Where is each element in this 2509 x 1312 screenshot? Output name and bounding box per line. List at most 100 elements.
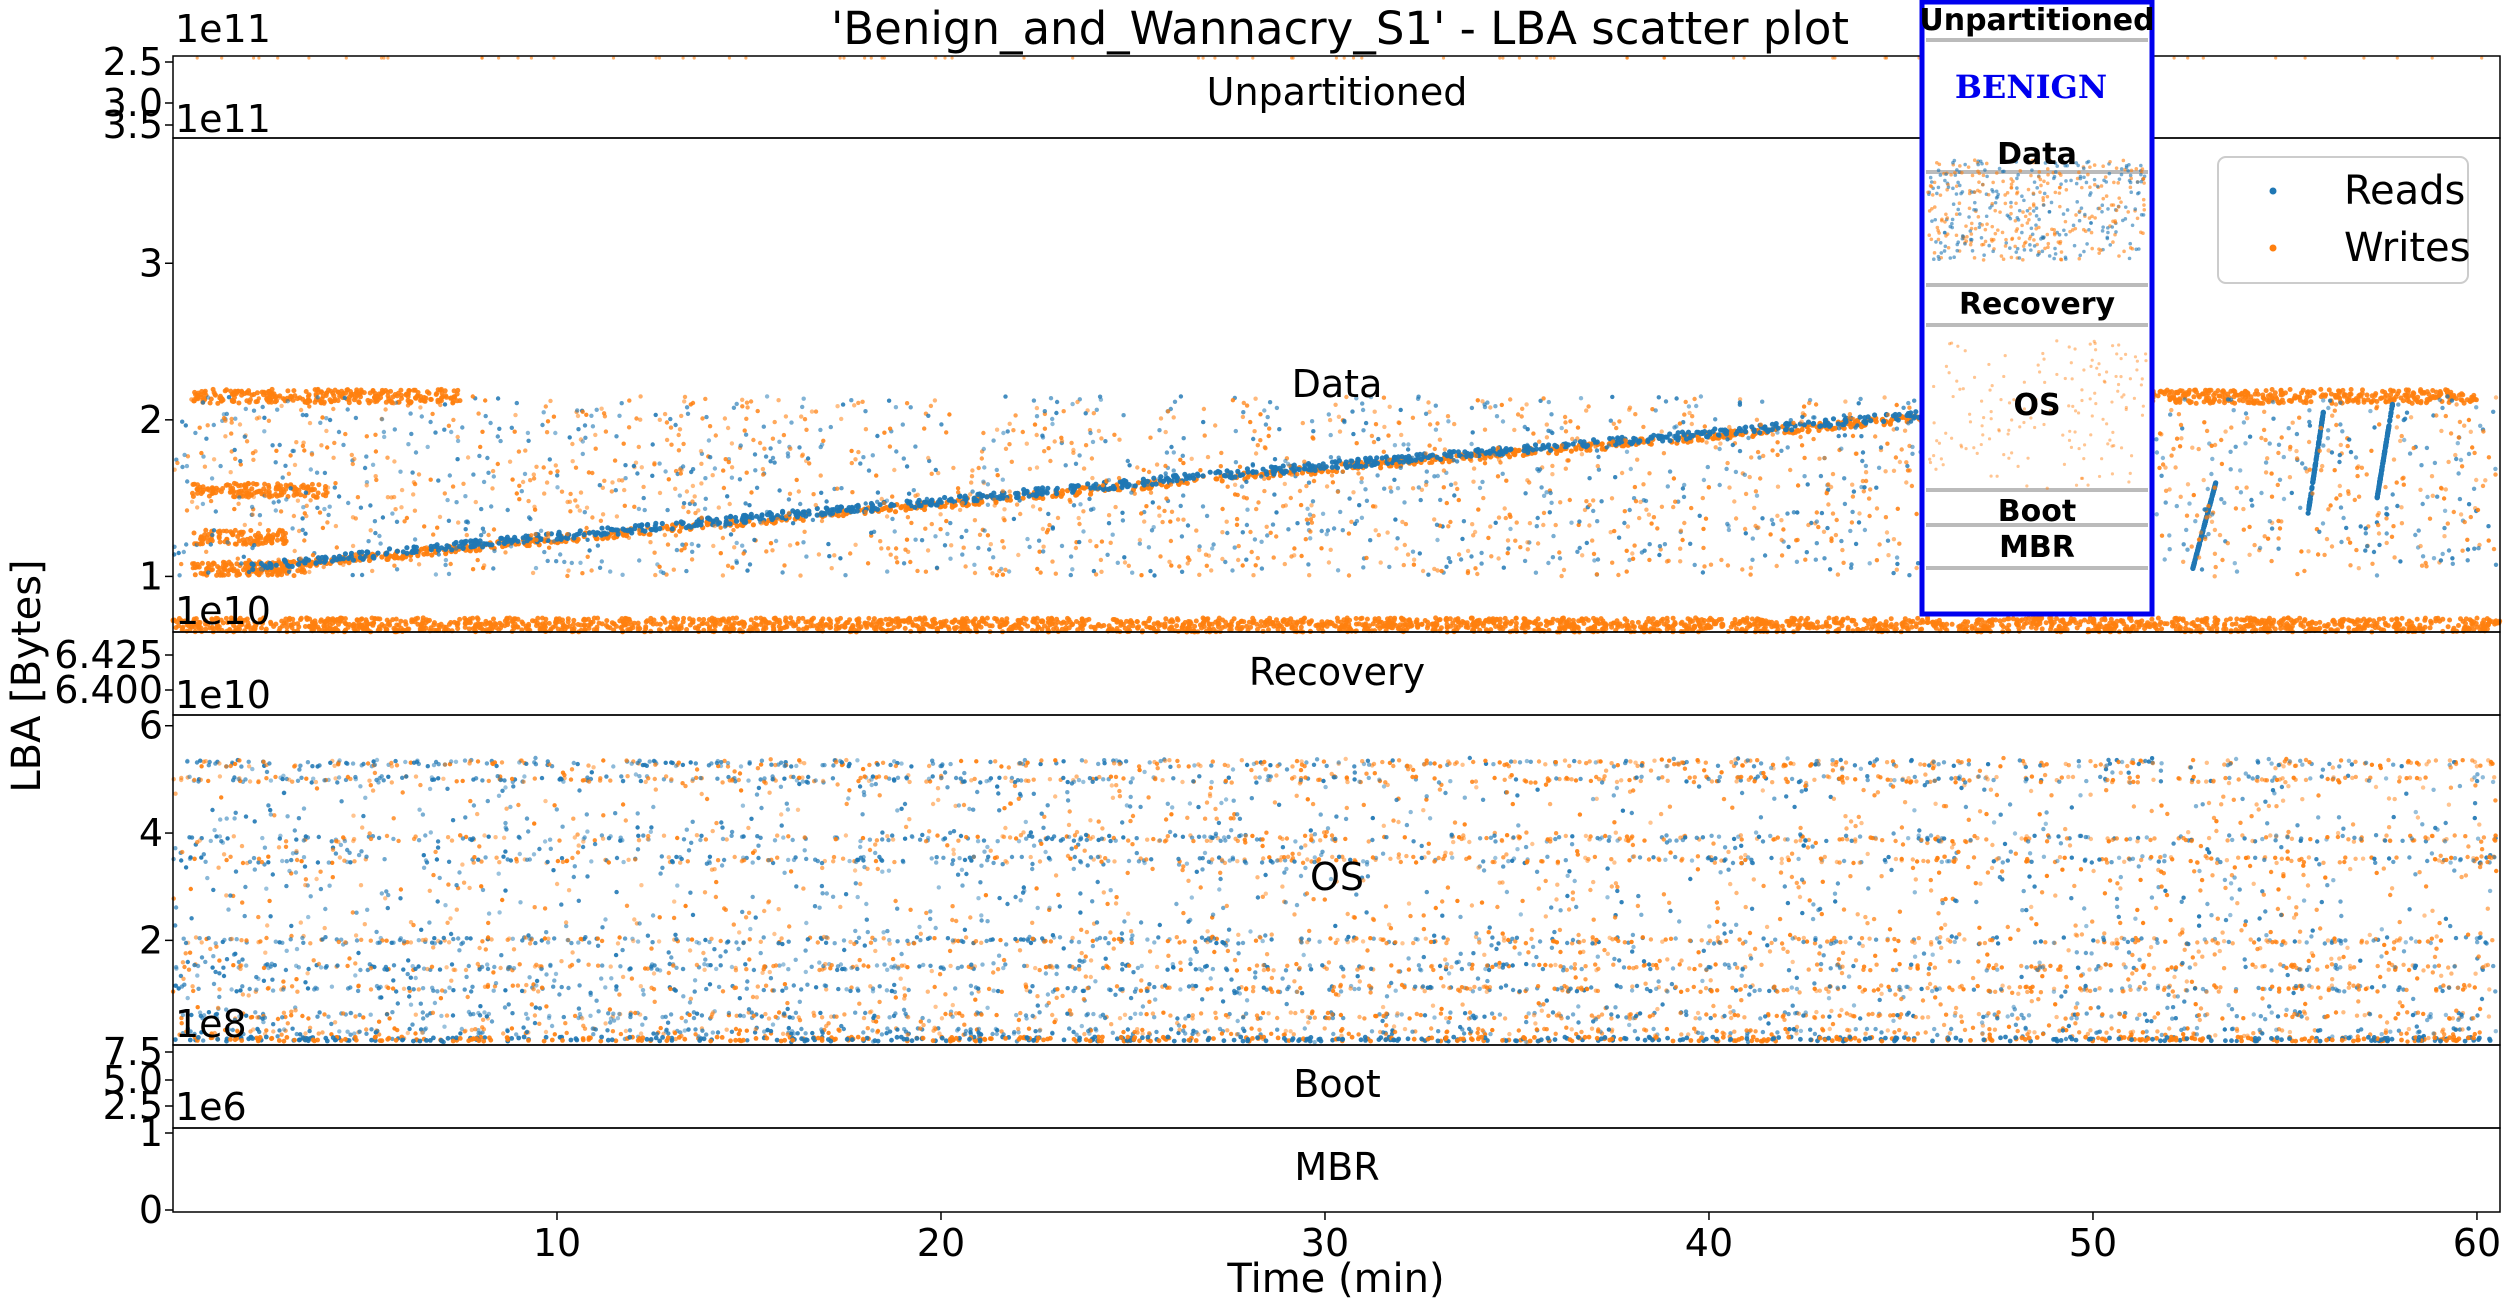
data-point	[291, 388, 297, 394]
data-point	[444, 394, 449, 400]
data-point	[1004, 620, 1010, 625]
data-point	[424, 389, 430, 395]
data-point	[312, 387, 318, 393]
data-point	[1294, 619, 1300, 625]
data-point	[2157, 622, 2162, 628]
data-point	[377, 626, 383, 632]
data-point	[279, 623, 285, 629]
data-point	[1299, 470, 1306, 476]
data-point	[1564, 619, 1570, 625]
data-point	[1442, 451, 1448, 457]
data-point	[1914, 621, 1919, 627]
data-point	[1851, 618, 1857, 623]
data-point	[2203, 387, 2208, 393]
data-point	[1513, 615, 1519, 621]
data-point	[207, 400, 213, 406]
data-point	[1151, 475, 1157, 481]
data-point	[581, 532, 587, 538]
data-point	[620, 526, 626, 532]
data-point	[999, 617, 1005, 623]
data-point	[1063, 620, 1069, 626]
data-point	[1184, 480, 1190, 486]
data-point	[2220, 389, 2225, 395]
data-point	[2302, 617, 2308, 623]
data-point	[2480, 622, 2486, 628]
data-point	[239, 388, 245, 394]
chart-title: 'Benign_and_Wannacry_S1' - LBA scatter p…	[831, 2, 1849, 55]
data-point	[249, 392, 255, 398]
data-point	[1364, 459, 1370, 465]
data-point	[199, 394, 205, 400]
data-point	[236, 538, 242, 544]
data-point	[1163, 484, 1169, 490]
data-point	[1863, 618, 1869, 624]
data-point	[1040, 495, 1046, 501]
data-point	[457, 398, 463, 404]
data-point	[507, 615, 513, 621]
data-point	[1512, 449, 1518, 456]
data-point	[379, 622, 385, 627]
data-point	[2390, 388, 2396, 394]
data-point	[913, 623, 919, 629]
data-point	[1111, 485, 1117, 492]
data-point	[1760, 620, 1766, 626]
data-point	[311, 493, 316, 499]
data-point	[304, 617, 310, 622]
data-point	[1557, 625, 1562, 631]
data-point	[466, 626, 472, 632]
data-point	[827, 625, 833, 631]
data-point	[1213, 476, 1219, 482]
data-point	[2120, 618, 2126, 624]
data-point	[1258, 619, 1264, 625]
data-point	[582, 622, 588, 628]
data-point	[1933, 625, 1939, 631]
data-point	[840, 512, 846, 519]
data-point	[295, 621, 301, 627]
data-point	[191, 530, 197, 536]
data-point	[2295, 394, 2300, 400]
data-point	[315, 490, 321, 496]
data-point	[1405, 624, 1411, 630]
data-point	[220, 486, 226, 491]
data-point	[1049, 616, 1055, 622]
data-point	[265, 572, 271, 578]
data-point	[1502, 615, 1508, 621]
data-point	[288, 622, 294, 628]
data-point	[265, 538, 271, 543]
data-point	[1816, 624, 1822, 630]
data-point	[1315, 622, 1321, 628]
data-point	[1255, 626, 1260, 632]
data-point	[2196, 623, 2202, 629]
data-point	[833, 623, 839, 629]
data-point	[1025, 623, 1031, 629]
data-point	[1101, 623, 1107, 628]
data-point	[2254, 621, 2260, 626]
data-point	[712, 624, 718, 629]
data-point	[975, 491, 981, 497]
data-point	[235, 489, 241, 495]
data-point	[629, 623, 635, 628]
data-point	[2280, 617, 2286, 623]
data-point	[190, 561, 196, 567]
data-point	[2031, 617, 2037, 623]
data-point	[1888, 418, 1894, 424]
data-point	[261, 486, 267, 492]
data-point	[626, 616, 632, 622]
data-point	[377, 616, 383, 622]
data-point	[2216, 398, 2222, 404]
data-point	[1344, 615, 1350, 621]
data-point	[2438, 390, 2443, 396]
data-point	[2238, 617, 2244, 623]
data-point	[1893, 626, 1899, 632]
data-point	[1569, 622, 1574, 628]
data-point	[1558, 617, 1564, 623]
data-point	[211, 561, 217, 567]
data-point	[1054, 616, 1060, 622]
data-point	[359, 549, 365, 555]
data-point	[1419, 621, 1425, 627]
data-point	[1020, 495, 1026, 501]
data-point	[2378, 396, 2384, 401]
data-point	[1709, 617, 1715, 623]
data-point	[491, 616, 496, 622]
data-point	[444, 543, 450, 549]
